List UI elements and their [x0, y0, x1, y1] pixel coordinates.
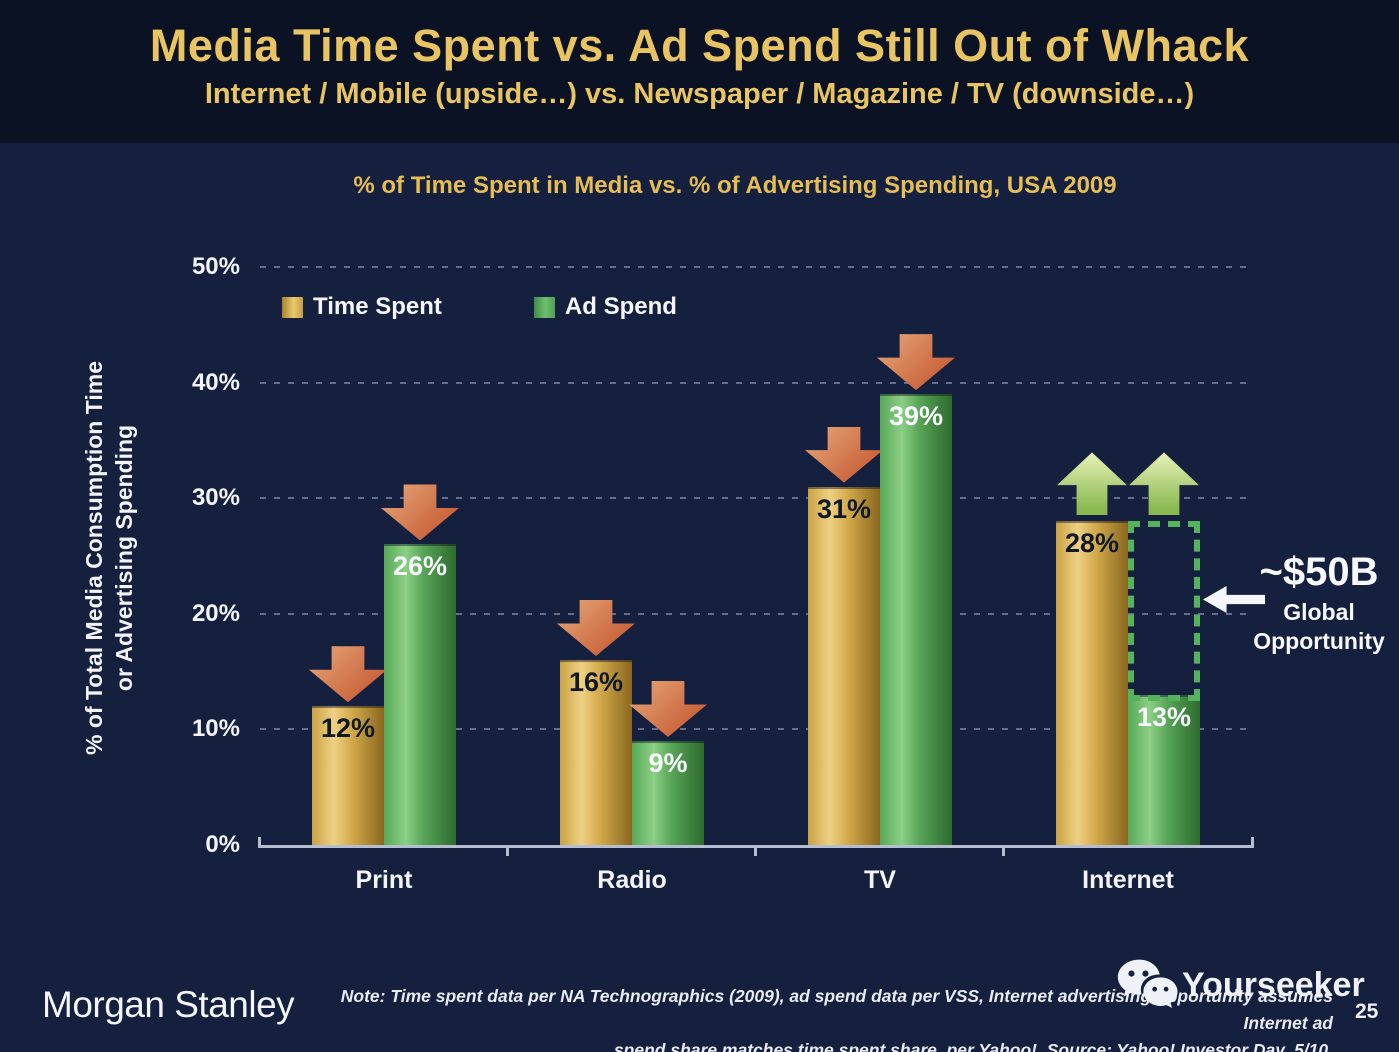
bar-time-spent-radio: 16%: [560, 660, 632, 845]
category-label-tv: TV: [864, 866, 896, 894]
y-axis-label-line1: % of Total Media Consumption Time: [81, 361, 107, 755]
y-axis-label: % of Total Media Consumption Time or Adv…: [80, 266, 144, 850]
gridline-40%: [260, 381, 1252, 384]
category-label-internet: Internet: [1082, 866, 1174, 894]
y-tick-10%: 10%: [191, 715, 240, 743]
bar-time-spent-tv: 31%: [808, 486, 880, 845]
opportunity-label: Global Opportunity: [1240, 598, 1398, 657]
bar-ad-spend-tv: 39%: [880, 394, 952, 845]
y-tick-50%: 50%: [191, 253, 240, 280]
axis-category-tick: [506, 847, 509, 856]
axis-category-tick: [1002, 847, 1005, 856]
slide-subtitle: Internet / Mobile (upside…) vs. Newspape…: [204, 78, 1195, 110]
bar-time-spent-internet: 28%: [1056, 521, 1128, 845]
gridline-30%: [260, 497, 1252, 500]
opportunity-gap-box: [1128, 521, 1200, 701]
bar-ad-spend-radio: 9%: [632, 740, 704, 845]
down-arrow-icon-print-time-spent: [309, 646, 387, 703]
chart-title: % of Time Spent in Media vs. % of Advert…: [353, 172, 1117, 199]
up-arrow-icon-internet-time-spent: [1057, 452, 1127, 516]
source-note-line2: spend share matches time spent share, pe…: [613, 1040, 1333, 1052]
up-arrow-icon-internet-ad-spend: [1129, 452, 1199, 516]
opportunity-label-line2: Opportunity: [1253, 628, 1385, 655]
gridline-50%: [260, 266, 1252, 268]
source-note: Note: Time spent data per NA Technograph…: [293, 983, 1333, 1052]
bar-value-time-spent-radio: 16%: [568, 667, 624, 698]
bar-value-time-spent-tv: 31%: [816, 493, 872, 524]
watermark: Yourseeker: [1116, 958, 1365, 1012]
category-label-radio: Radio: [597, 866, 667, 894]
bar-value-time-spent-internet: 28%: [1064, 528, 1120, 559]
y-tick-0%: 0%: [205, 831, 240, 858]
bar-time-spent-print: 12%: [312, 706, 384, 845]
opportunity-value: ~$50B: [1259, 550, 1379, 594]
source-note-line1: Note: Time spent data per NA Technograph…: [340, 986, 1333, 1034]
legend-label-ad-spend: Ad Spend: [564, 293, 677, 320]
bar-ad-spend-internet: 13%: [1128, 694, 1200, 845]
legend: Time Spent Ad Spend: [282, 293, 769, 321]
y-tick-30%: 30%: [191, 484, 240, 512]
axis-category-tick: [754, 847, 757, 856]
page-number: 25: [1355, 1000, 1379, 1023]
legend-item-time-spent: Time Spent: [282, 293, 442, 321]
category-label-print: Print: [355, 866, 413, 894]
watermark-text: Yourseeker: [1182, 965, 1365, 1004]
opportunity-annotation: ~$50B Global Opportunity: [1240, 550, 1398, 657]
y-axis-label-line2: or Advertising Spending: [110, 424, 137, 692]
gridline-10%: [260, 728, 1252, 731]
slide-title: Media Time Spent vs. Ad Spend Still Out …: [149, 20, 1250, 71]
x-axis-line: [258, 845, 1254, 848]
gridline-20%: [260, 612, 1252, 615]
morgan-stanley-logo: Morgan Stanley: [42, 984, 295, 1025]
bar-value-ad-spend-internet: 13%: [1136, 701, 1192, 732]
bar-value-ad-spend-radio: 9%: [648, 747, 688, 778]
y-tick-40%: 40%: [191, 368, 240, 396]
axis-end-tick-left: [258, 837, 261, 846]
down-arrow-icon-print-ad-spend: [381, 484, 459, 541]
legend-swatch-ad-spend: [533, 296, 555, 318]
down-arrow-icon-tv-time-spent: [805, 426, 883, 483]
legend-label-time-spent: Time Spent: [313, 293, 442, 320]
bar-ad-spend-print: 26%: [384, 544, 456, 845]
axis-end-tick-right: [1251, 837, 1254, 846]
y-tick-20%: 20%: [191, 599, 240, 627]
wechat-icon: [1117, 959, 1178, 1009]
bar-value-ad-spend-tv: 39%: [888, 401, 944, 432]
slide-header: Media Time Spent vs. Ad Spend Still Out …: [0, 0, 1399, 143]
legend-item-ad-spend: Ad Spend: [533, 293, 677, 321]
legend-swatch-time-spent: [282, 296, 303, 318]
bar-value-ad-spend-print: 26%: [392, 551, 448, 582]
opportunity-label-line1: Global: [1283, 599, 1355, 625]
down-arrow-icon-radio-time-spent: [557, 600, 635, 657]
bar-value-time-spent-print: 12%: [320, 713, 376, 744]
